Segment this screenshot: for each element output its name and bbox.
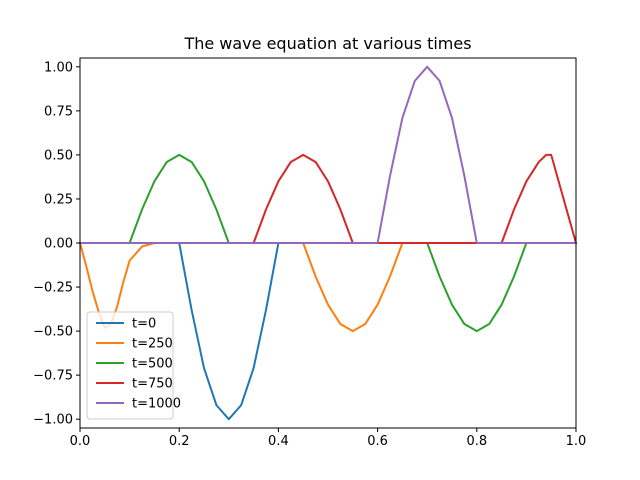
y-tick-label: 1.00 bbox=[44, 60, 73, 75]
x-tick-label: 0.8 bbox=[466, 434, 487, 449]
legend-label: t=1000 bbox=[132, 397, 181, 412]
y-tick-label: −0.75 bbox=[33, 369, 73, 384]
legend-label: t=0 bbox=[132, 317, 156, 332]
x-tick-label: 0.0 bbox=[70, 434, 91, 449]
chart-title: The wave equation at various times bbox=[183, 34, 471, 53]
x-axis: 0.0 0.2 0.4 0.6 0.8 1.0 bbox=[70, 428, 587, 449]
y-tick-label: 0.75 bbox=[44, 104, 73, 119]
series-line-3 bbox=[79, 153, 578, 245]
x-tick-label: 0.4 bbox=[268, 434, 289, 449]
y-tick-label: −0.50 bbox=[33, 325, 73, 340]
legend-label: t=500 bbox=[132, 357, 173, 372]
x-tick-label: 0.6 bbox=[367, 434, 388, 449]
y-axis: 1.00 0.75 0.50 0.25 0.00 −0.25 −0.50 −0.75 −1.00 bbox=[33, 60, 80, 428]
legend: t=0 t=250 t=500 t=750 t=1000 bbox=[86, 311, 181, 420]
legend-box bbox=[86, 311, 174, 420]
legend-label: t=750 bbox=[132, 377, 173, 392]
x-tick-label: 0.2 bbox=[169, 434, 190, 449]
y-tick-label: −0.25 bbox=[33, 281, 73, 296]
y-tick-label: 0.25 bbox=[44, 192, 73, 207]
series-line-4 bbox=[79, 65, 577, 244]
x-tick-label: 1.0 bbox=[566, 434, 587, 449]
series-line-0 bbox=[79, 242, 577, 421]
y-tick-label: 0.00 bbox=[44, 237, 73, 252]
legend-label: t=250 bbox=[132, 337, 173, 352]
y-tick-label: 0.50 bbox=[44, 148, 73, 163]
y-tick-label: −1.00 bbox=[33, 413, 73, 428]
